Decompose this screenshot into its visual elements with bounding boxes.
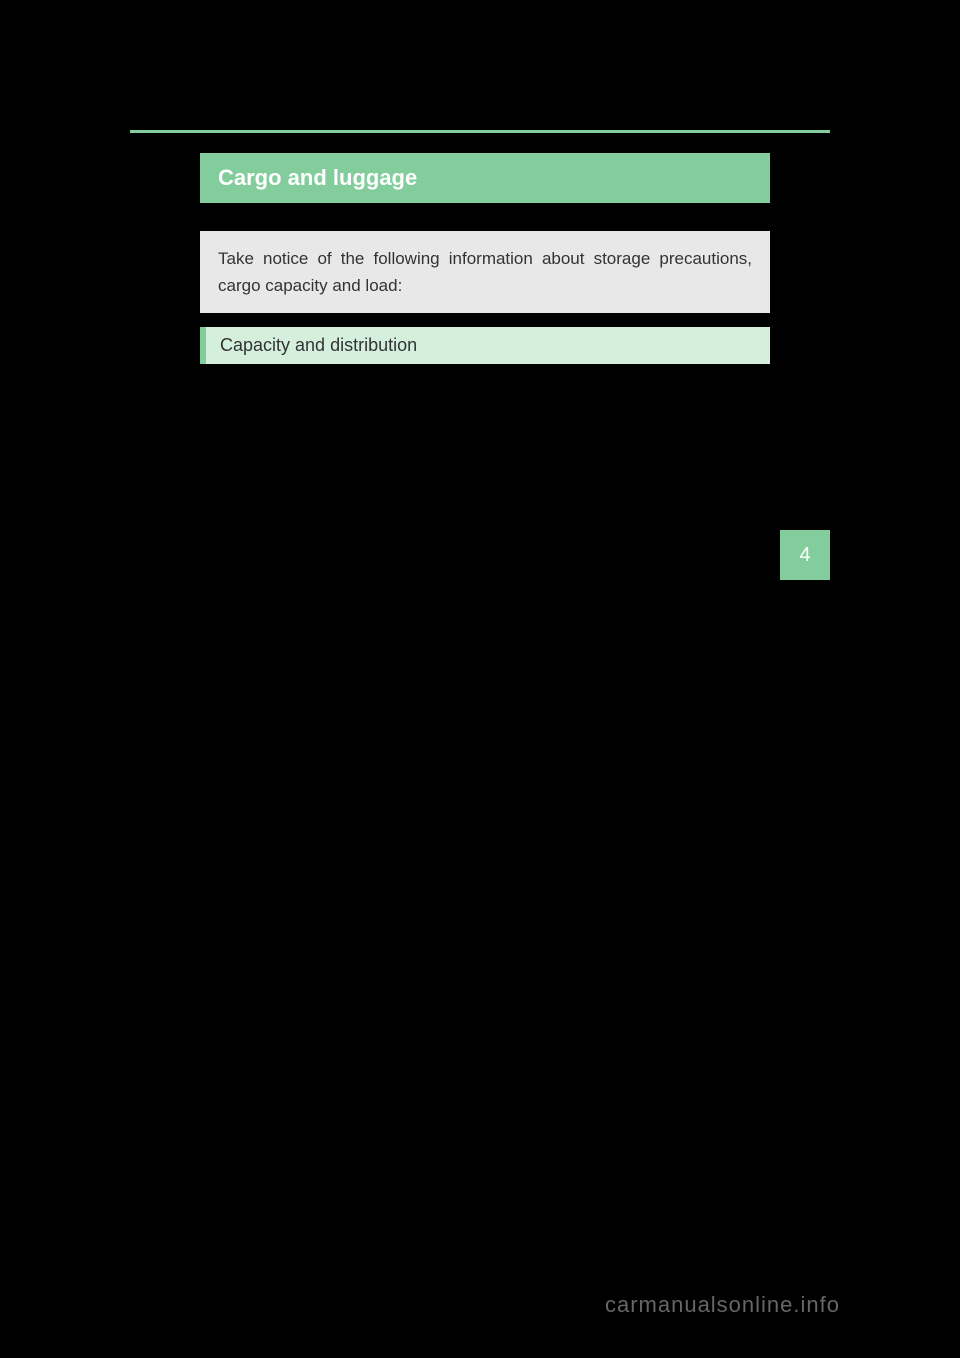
chapter-number: 4 xyxy=(799,544,810,567)
title-bar: Cargo and luggage xyxy=(200,153,770,203)
header-divider-line xyxy=(130,130,830,133)
section-heading: Capacity and distribution xyxy=(220,335,417,355)
notice-box: Take notice of the following information… xyxy=(200,231,770,313)
chapter-tab: 4 xyxy=(780,530,830,580)
section-heading-bar: Capacity and distribution xyxy=(200,327,770,364)
page-container: Cargo and luggage Take notice of the fol… xyxy=(130,130,830,364)
notice-text: Take notice of the following information… xyxy=(218,245,752,299)
page-title: Cargo and luggage xyxy=(218,165,417,190)
watermark-text: carmanualsonline.info xyxy=(605,1292,840,1318)
